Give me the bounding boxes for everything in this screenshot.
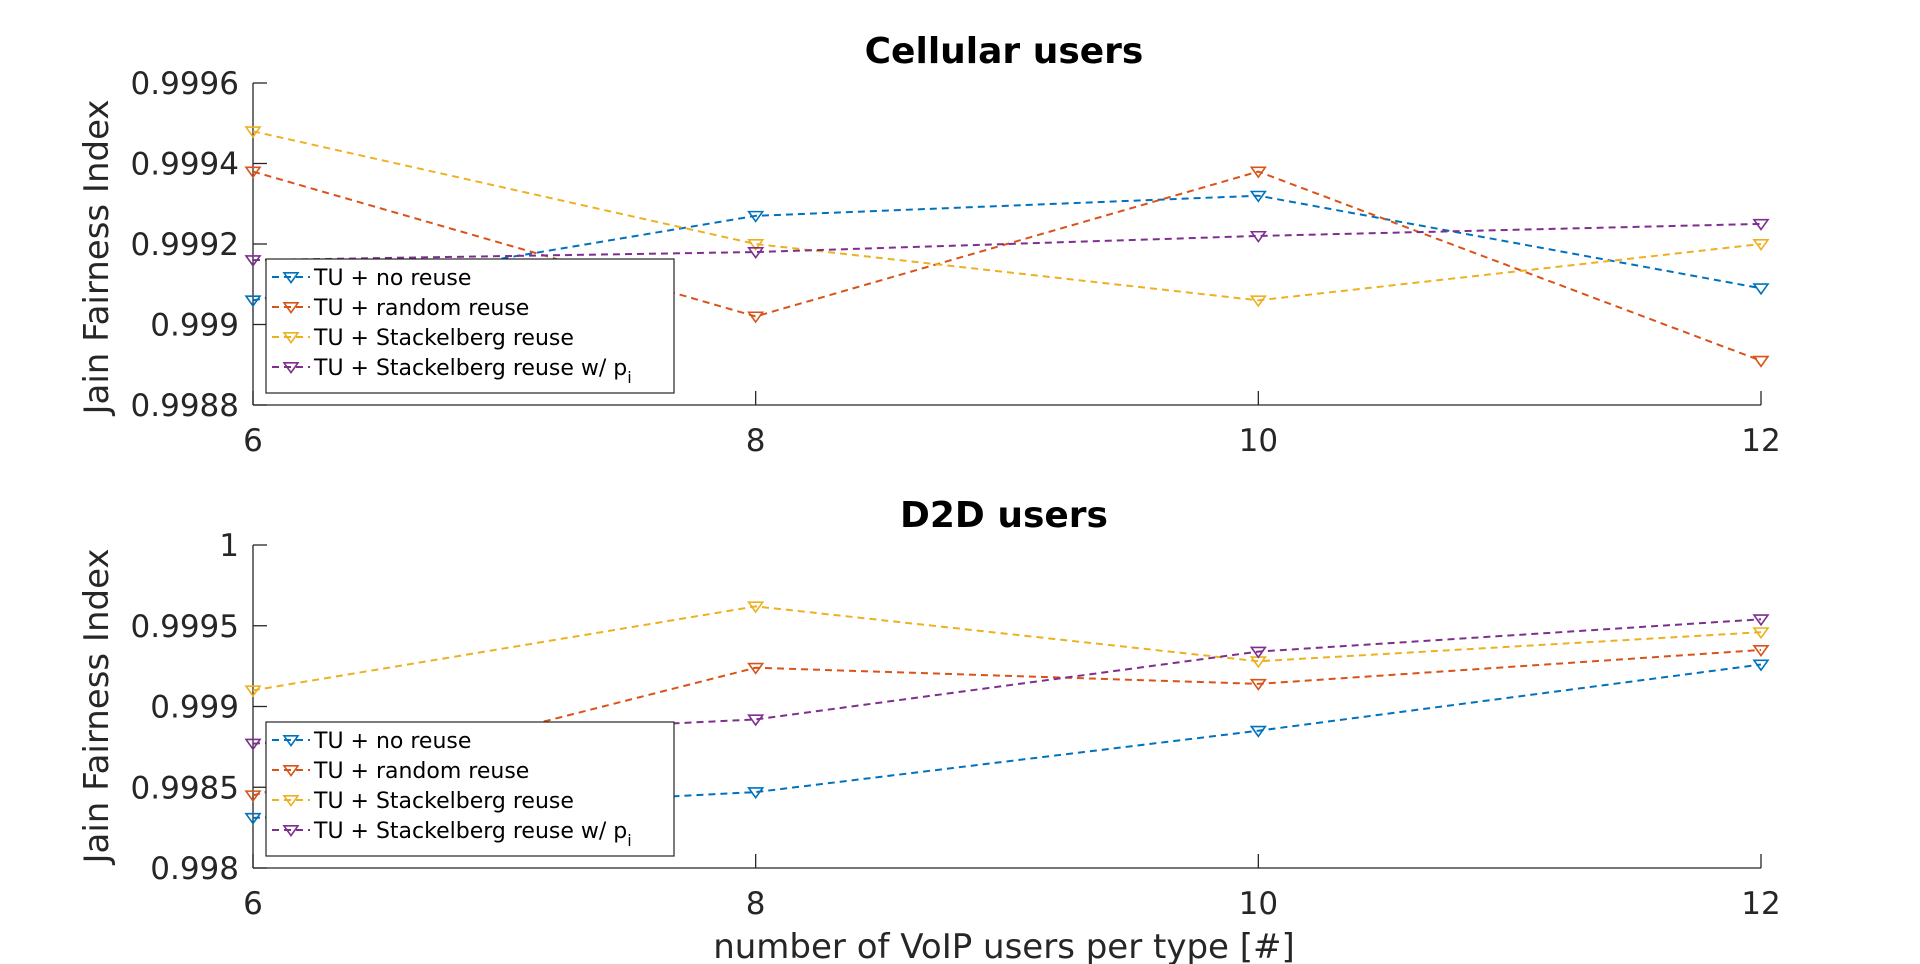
x-tick-label: 8: [746, 886, 766, 922]
x-tick-label: 8: [746, 423, 766, 459]
data-point: [747, 787, 765, 800]
data-point: [747, 210, 765, 223]
cellular-users-chart: Cellular users Jain Fairness Index 0.998…: [77, 31, 1781, 459]
data-point: [1249, 190, 1267, 203]
chart-title: D2D users: [900, 495, 1108, 536]
data-point: [1752, 659, 1770, 672]
legend-entry: TU + no reuse: [313, 266, 471, 291]
x-axis-label: number of VoIP users per type [#]: [713, 927, 1295, 964]
data-point: [1249, 725, 1267, 738]
d2d-users-chart: D2D users Jain Fairness Index number of …: [77, 495, 1781, 964]
series-line: [252, 618, 1762, 745]
y-tick-label: 0.9995: [131, 609, 239, 645]
legend-entry: TU + Stackelberg reuse: [313, 326, 574, 351]
data-point: [244, 255, 262, 268]
x-tick-label: 10: [1239, 886, 1278, 922]
series-line: [252, 130, 1762, 302]
legend: TU + no reuse TU + random reuse TU + Stack…: [265, 721, 675, 857]
data-point: [747, 311, 765, 324]
legend-marker: [282, 825, 300, 837]
data-point: [1752, 627, 1770, 640]
y-tick-label: 0.999: [150, 308, 239, 344]
data-point: [1752, 239, 1770, 251]
series-line: [252, 170, 1762, 362]
data-point: [244, 685, 262, 698]
data-point: [1752, 614, 1770, 627]
legend-marker: [282, 362, 300, 374]
legend-marker: [282, 302, 300, 314]
legend-box: [265, 721, 675, 857]
data-point: [244, 166, 262, 179]
data-point: [1752, 355, 1770, 368]
y-axis-label: Jain Fairness Index: [77, 99, 117, 416]
data-point: [1249, 646, 1267, 659]
series-line: [252, 605, 1762, 692]
x-tick-label: 6: [243, 886, 263, 922]
series-line: [252, 194, 1762, 302]
y-tick-label: 0.9992: [131, 227, 239, 263]
y-tick-label: 0.9985: [131, 770, 239, 806]
data-point: [1249, 295, 1267, 308]
y-tick-label: 1: [219, 528, 239, 564]
y-tick-label: 0.998: [150, 851, 239, 887]
legend-entry: TU + random reuse: [313, 759, 529, 784]
data-point: [244, 738, 262, 751]
data-point: [1249, 230, 1267, 243]
x-tick-label: 6: [243, 423, 263, 459]
x-tick-label: 10: [1239, 423, 1278, 459]
x-tick-label: 12: [1741, 423, 1780, 459]
y-axis-label: Jain Fairness Index: [77, 548, 117, 865]
legend-entry: TU + random reuse: [313, 296, 529, 321]
series-line: [252, 663, 1762, 819]
legend-marker: [282, 735, 300, 747]
x-tick-label: 12: [1741, 886, 1780, 922]
legend-marker: [282, 765, 300, 777]
data-point: [747, 662, 765, 675]
y-tick-label: 0.9988: [131, 388, 239, 424]
data-point: [747, 239, 765, 251]
legend: TU + no reuse TU + random reuse TU + Stack…: [265, 258, 675, 394]
chart-title: Cellular users: [865, 31, 1144, 72]
data-point: [1249, 678, 1267, 691]
legend-marker: [282, 272, 300, 284]
legend-marker: [282, 795, 300, 807]
legend-box: [265, 258, 675, 394]
data-point: [1752, 218, 1770, 231]
legend-marker: [282, 332, 300, 344]
data-point: [244, 812, 262, 825]
legend-entry: TU + Stackelberg reuse: [313, 789, 574, 814]
data-point: [1752, 283, 1770, 296]
data-point: [747, 601, 765, 614]
data-point: [244, 295, 262, 308]
y-tick-label: 0.9994: [131, 147, 239, 183]
legend-entry: TU + no reuse: [313, 729, 471, 754]
data-point: [1249, 166, 1267, 179]
data-point: [747, 247, 765, 260]
data-point: [1752, 644, 1770, 657]
data-point: [747, 714, 765, 727]
data-point: [244, 790, 262, 803]
y-tick-label: 0.9996: [131, 66, 239, 102]
data-point: [244, 126, 262, 139]
y-tick-label: 0.999: [150, 690, 239, 726]
series-line: [252, 222, 1762, 262]
series-line: [252, 648, 1762, 797]
